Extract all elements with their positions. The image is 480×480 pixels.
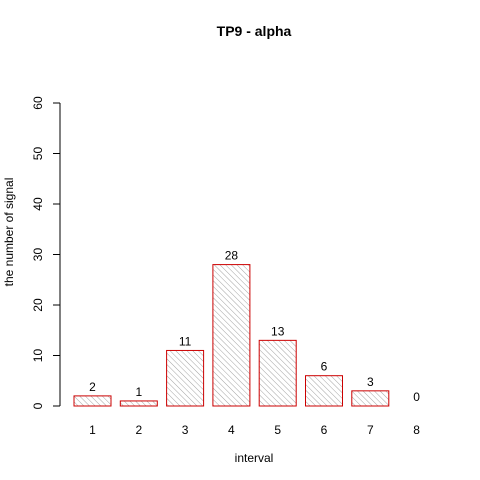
chart-title: TP9 - alpha xyxy=(217,23,292,39)
bar-1 xyxy=(73,395,112,407)
bar-value-label: 13 xyxy=(271,324,285,338)
bar-2 xyxy=(119,400,158,407)
bar-value-label: 28 xyxy=(225,249,239,263)
bar-5 xyxy=(258,339,297,407)
y-axis-label: the number of signal xyxy=(2,178,16,287)
y-tick-label: 10 xyxy=(31,349,45,363)
x-tick-label: 6 xyxy=(321,423,328,437)
bar-value-label: 3 xyxy=(367,375,374,389)
bar-value-label: 11 xyxy=(179,334,192,348)
bar-hatch-6 xyxy=(305,375,343,406)
y-tick-label: 50 xyxy=(31,147,45,161)
y-tick-label: 40 xyxy=(31,197,45,211)
x-axis-label: interval xyxy=(235,451,274,465)
bar-hatch-2 xyxy=(120,400,158,406)
x-tick-labels: 1 2 3 4 5 6 7 8 xyxy=(89,423,420,437)
y-tick-label: 20 xyxy=(31,298,45,312)
bar-hatch-1 xyxy=(74,395,111,406)
bar-hatch-7 xyxy=(351,390,389,406)
bar-value-label: 2 xyxy=(89,380,96,394)
y-tick-label: 30 xyxy=(31,248,45,262)
bar-hatch-5 xyxy=(259,340,297,406)
x-tick-label: 7 xyxy=(367,423,374,437)
y-tick-label: 0 xyxy=(31,402,45,409)
x-tick-label: 1 xyxy=(89,423,96,437)
x-tick-label: 4 xyxy=(228,423,235,437)
bar-hatch-4 xyxy=(212,264,250,406)
x-tick-label: 5 xyxy=(274,423,281,437)
x-tick-label: 3 xyxy=(182,423,189,437)
bar-value-label: 0 xyxy=(413,390,420,404)
bar-7 xyxy=(351,390,390,407)
bar-hatch-3 xyxy=(166,350,204,406)
bar-4 xyxy=(212,264,251,407)
bar-6 xyxy=(305,375,343,407)
x-tick-label: 8 xyxy=(413,423,420,437)
bar-value-label: 6 xyxy=(321,360,328,374)
bar-value-label: 1 xyxy=(135,385,142,399)
x-tick-label: 2 xyxy=(135,423,142,437)
y-tick-label: 60 xyxy=(31,96,45,110)
bar-3 xyxy=(166,349,205,407)
y-axis: 0 10 20 30 40 50 60 xyxy=(31,96,61,409)
